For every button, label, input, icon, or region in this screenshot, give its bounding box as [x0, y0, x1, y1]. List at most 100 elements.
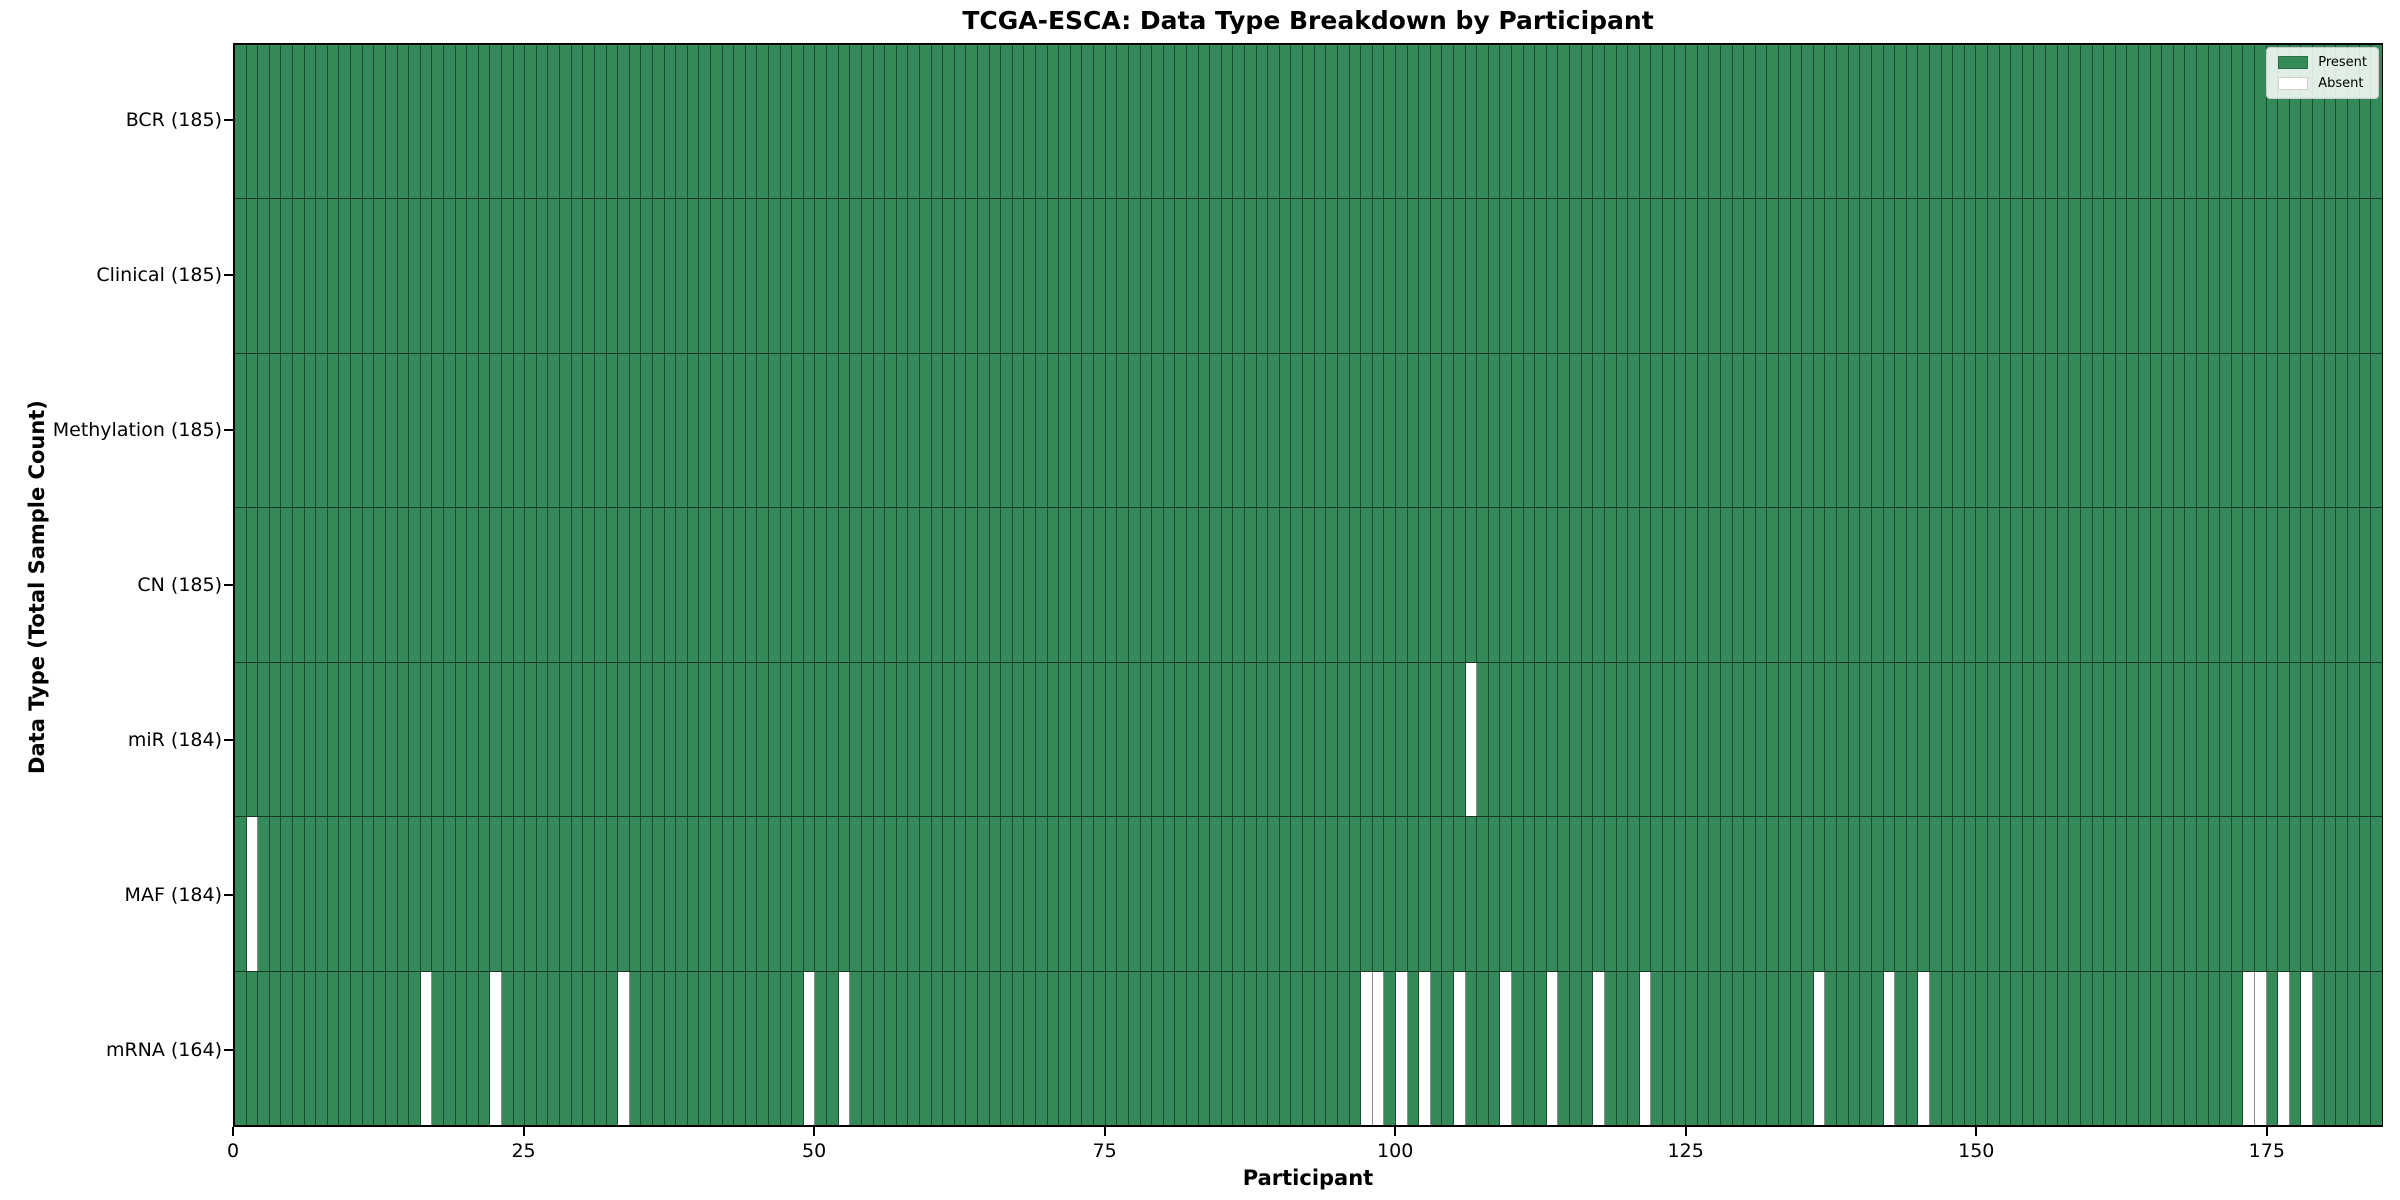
heatmap-cell — [443, 817, 456, 971]
heatmap-cell — [978, 45, 990, 199]
heatmap-cell — [1918, 353, 1930, 508]
heatmap-cell — [2173, 508, 2186, 662]
heatmap-cell — [1500, 508, 1513, 662]
heatmap-cell — [339, 199, 352, 353]
heatmap-cell — [1442, 508, 1454, 662]
heatmap-cell — [885, 353, 897, 508]
heatmap-cell — [1012, 971, 1025, 1125]
heatmap-cell — [1628, 353, 1640, 508]
heatmap-cell — [1128, 353, 1141, 508]
heatmap-cell — [1488, 817, 1501, 971]
heatmap-cell — [1593, 508, 1605, 662]
heatmap-cell — [1453, 353, 1466, 508]
heatmap-cell — [629, 353, 642, 508]
heatmap-cell — [1059, 508, 1071, 662]
heatmap-cell — [722, 817, 735, 971]
heatmap-cell — [2231, 817, 2244, 971]
heatmap-cell — [827, 971, 839, 1125]
heatmap-cell — [2371, 199, 2382, 353]
heatmap-cell — [1512, 45, 1524, 199]
heatmap-cell — [2046, 971, 2058, 1125]
heatmap-cell — [1871, 45, 1884, 199]
heatmap-cell — [281, 508, 294, 662]
heatmap-cell — [1721, 45, 1733, 199]
heatmap-cell — [1558, 971, 1571, 1125]
heatmap-cell — [1070, 817, 1083, 971]
heatmap-cell — [2289, 817, 2302, 971]
heatmap-cell — [896, 199, 909, 353]
heatmap-cell — [467, 508, 479, 662]
heatmap-cell — [246, 508, 259, 662]
heatmap-cell — [1047, 353, 1060, 508]
heatmap-cell — [1419, 353, 1431, 508]
heatmap-cell — [316, 508, 328, 662]
heatmap-cell — [1895, 508, 1907, 662]
heatmap-cell — [409, 45, 421, 199]
heatmap-cell — [2371, 817, 2382, 971]
heatmap-cell — [1651, 45, 1663, 199]
heatmap-cell — [1059, 199, 1071, 353]
heatmap-cell — [2220, 971, 2232, 1125]
heatmap-cell — [1964, 508, 1977, 662]
heatmap-cell — [919, 45, 932, 199]
heatmap-cell — [1198, 662, 1211, 817]
heatmap-cell — [281, 662, 294, 817]
heatmap-cell — [235, 971, 247, 1125]
heatmap-cell — [1674, 817, 1687, 971]
heatmap-cell — [1361, 508, 1373, 662]
heatmap-cell — [2162, 508, 2174, 662]
heatmap-cell — [2104, 662, 2116, 817]
heatmap-cell — [838, 817, 851, 971]
heatmap-cell — [1256, 353, 1269, 508]
heatmap-cell — [943, 971, 955, 1125]
heatmap-cell — [2080, 971, 2093, 1125]
heatmap-cell — [1303, 662, 1315, 817]
heatmap-cell — [1581, 662, 1594, 817]
heatmap-cell — [873, 817, 886, 971]
heatmap-cell — [1686, 971, 1698, 1125]
heatmap-cell — [339, 508, 352, 662]
heatmap-cell — [1558, 199, 1571, 353]
heatmap-cell — [1233, 45, 1246, 199]
heatmap-cell — [1616, 353, 1629, 508]
x-tick-label-175: 175 — [2248, 1140, 2285, 1162]
heatmap-cell — [838, 199, 851, 353]
heatmap-cell — [560, 199, 572, 353]
heatmap-cell — [502, 353, 514, 508]
heatmap-cell — [850, 199, 862, 353]
heatmap-cell — [304, 971, 317, 1125]
heatmap-cell — [989, 353, 1002, 508]
heatmap-cell — [919, 508, 932, 662]
heatmap-cell — [2347, 199, 2360, 353]
heatmap-cell — [1883, 971, 1896, 1125]
heatmap-cell — [1709, 508, 1721, 662]
heatmap-cell — [548, 817, 561, 971]
heatmap-cell — [443, 971, 456, 1125]
heatmap-cell — [1999, 817, 2012, 971]
heatmap-cell — [1883, 817, 1896, 971]
heatmap-cell — [1024, 817, 1037, 971]
heatmap-cell — [293, 508, 305, 662]
heatmap-cell — [1372, 45, 1385, 199]
heatmap-cell — [652, 508, 665, 662]
heatmap-cell — [850, 45, 862, 199]
heatmap-cell — [2104, 353, 2116, 508]
heatmap-cell — [745, 508, 758, 662]
heatmap-cell — [1709, 662, 1721, 817]
heatmap-cell — [525, 199, 537, 353]
heatmap-cell — [1651, 199, 1663, 353]
heatmap-cell — [2011, 45, 2023, 199]
heatmap-cell — [432, 662, 444, 817]
heatmap-cell — [1198, 971, 1211, 1125]
heatmap-cell — [1001, 199, 1013, 353]
heatmap-cell — [2278, 508, 2290, 662]
heatmap-cell — [745, 45, 758, 199]
heatmap-cell — [2022, 971, 2035, 1125]
heatmap-cell — [1186, 353, 1199, 508]
heatmap-cell — [1163, 508, 1176, 662]
heatmap-cell — [281, 817, 294, 971]
heatmap-cell — [2243, 817, 2256, 971]
heatmap-cell — [722, 45, 735, 199]
heatmap-cell — [2092, 662, 2105, 817]
heatmap-cell — [1442, 353, 1454, 508]
